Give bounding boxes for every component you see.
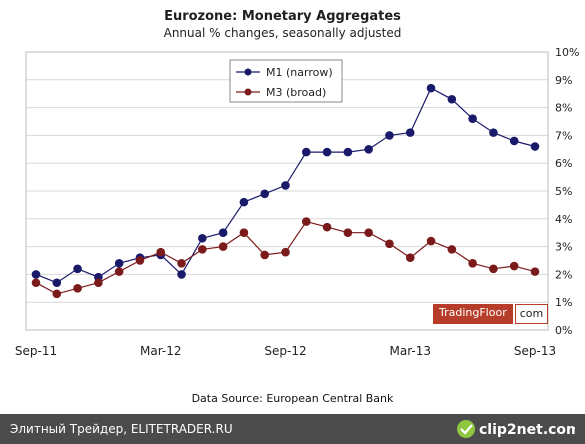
data-point	[530, 267, 540, 276]
data-point	[156, 247, 166, 257]
legend-label: M3 (broad)	[266, 86, 326, 99]
data-point	[426, 236, 436, 246]
data-point	[31, 278, 41, 288]
tradingfloor-badge: TradingFloor com	[433, 304, 549, 324]
y-tick-label: 4%	[555, 213, 572, 226]
plot-frame	[25, 51, 549, 331]
data-point	[447, 94, 457, 104]
data-point	[31, 270, 41, 279]
clip2net-logo-text: clip2net.com	[479, 422, 575, 438]
data-point	[260, 189, 270, 199]
footer-bar: Элитный Трейдер, ELITETRADER.RU clip2net…	[0, 414, 585, 444]
y-tick-label: 8%	[555, 102, 572, 115]
data-point	[301, 217, 311, 226]
data-point	[239, 228, 249, 237]
data-point	[405, 128, 415, 137]
data-source-note: Data Source: European Central Bank	[191, 392, 394, 405]
x-tick-label: Sep-13	[514, 344, 556, 358]
y-tick-label: 7%	[555, 129, 572, 142]
data-point	[322, 222, 332, 232]
data-point	[468, 114, 477, 124]
data-point	[343, 228, 353, 237]
y-tick-label: 3%	[555, 241, 572, 254]
x-tick-label: Mar-12	[140, 344, 181, 358]
y-tick-label: 6%	[555, 157, 572, 170]
series	[31, 83, 540, 299]
data-point	[489, 264, 498, 274]
y-tick-label: 5%	[555, 185, 572, 198]
y-tick-label: 9%	[555, 74, 572, 87]
data-point	[73, 264, 82, 274]
data-point	[447, 245, 457, 254]
data-point	[509, 261, 519, 271]
data-point	[343, 147, 353, 157]
data-point	[198, 245, 207, 254]
data-point	[468, 258, 477, 268]
data-point	[405, 253, 415, 263]
data-point	[114, 258, 124, 268]
data-point	[218, 242, 228, 251]
data-point	[530, 142, 540, 151]
data-point	[260, 250, 270, 260]
y-tick-label: 10%	[555, 46, 579, 59]
data-point	[218, 228, 228, 237]
data-point	[364, 228, 373, 237]
data-point	[301, 147, 311, 157]
data-point	[73, 284, 82, 293]
data-point	[198, 233, 207, 243]
data-point	[509, 136, 519, 146]
data-point	[177, 258, 186, 268]
x-tick-label: Mar-13	[390, 344, 431, 358]
grid	[26, 79, 548, 303]
data-point	[94, 278, 103, 288]
legend-marker	[244, 88, 252, 96]
x-tick-label: Sep-12	[264, 344, 306, 358]
data-point	[385, 239, 394, 249]
legend: M1 (narrow) M3 (broad)	[229, 59, 343, 103]
x-tick-label: Sep-11	[15, 344, 57, 358]
data-point	[177, 270, 186, 279]
data-point	[489, 128, 498, 137]
data-point	[114, 267, 124, 276]
data-point	[281, 247, 290, 257]
data-point	[385, 131, 394, 140]
data-point	[281, 181, 290, 190]
y-tick-label: 2%	[555, 268, 572, 281]
data-point	[239, 197, 249, 207]
axes: 0% 1% 2% 3% 4% 5% 6% 7% 8% 9% 10% Sep-11 Mar-12 Sep-1…	[15, 46, 580, 358]
data-point	[52, 289, 62, 299]
legend-marker	[244, 68, 252, 76]
legend-label: M1 (narrow)	[266, 66, 333, 79]
data-point	[322, 147, 332, 157]
badge-suffix: com	[514, 304, 549, 324]
chart-title: Eurozone: Monetary Aggregates	[164, 9, 401, 24]
badge-brand: TradingFloor	[433, 304, 513, 324]
data-point	[135, 256, 145, 265]
data-point	[426, 83, 436, 93]
chart-subtitle: Annual % changes, seasonally adjusted	[163, 26, 402, 40]
y-tick-label: 1%	[555, 296, 572, 309]
clip2net-logo-icon	[457, 420, 475, 438]
clip2net-logo: clip2net.com	[457, 420, 575, 438]
data-point	[364, 145, 373, 154]
series-line	[35, 220, 536, 295]
footer-site-text: Элитный Трейдер, ELITETRADER.RU	[10, 422, 233, 436]
y-tick-label: 0%	[555, 324, 572, 337]
data-point	[52, 278, 62, 288]
